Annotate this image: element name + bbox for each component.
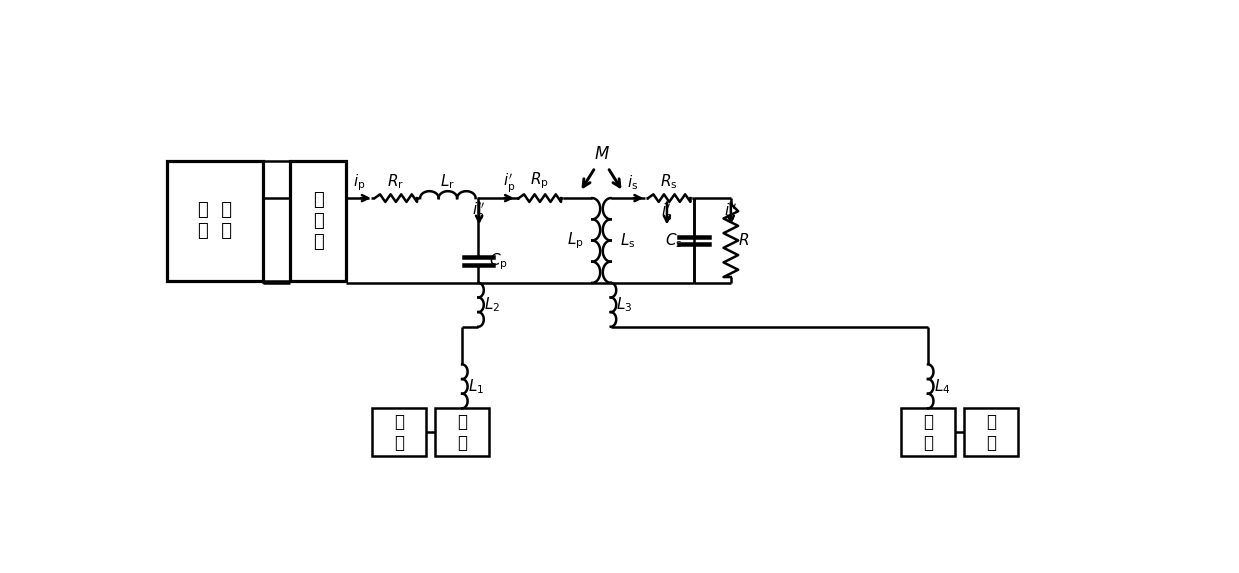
Bar (167, 161, 264, 281)
Text: $i_{\mathrm{s}}$: $i_{\mathrm{s}}$ (627, 174, 638, 192)
Text: $L_{4}$: $L_{4}$ (933, 377, 950, 396)
Text: $i_{\mathrm{s}}^{\prime}$: $i_{\mathrm{s}}^{\prime}$ (662, 202, 673, 222)
Text: $R_{\mathrm{r}}$: $R_{\mathrm{r}}$ (388, 172, 404, 191)
Text: $L_{3}$: $L_{3}$ (617, 295, 633, 314)
Text: $R$: $R$ (737, 233, 748, 249)
Text: 直  流
电  源: 直 流 电 源 (198, 202, 233, 240)
Bar (901, 409, 955, 456)
Text: $L_{1}$: $L_{1}$ (468, 377, 484, 396)
Text: 信
号: 信 号 (986, 413, 996, 452)
Text: $i_{\mathrm{p}}$: $i_{\mathrm{p}}$ (353, 172, 366, 193)
Text: $M$: $M$ (593, 145, 610, 163)
Text: $i_{\mathrm{p}}^{\prime\prime}$: $i_{\mathrm{p}}^{\prime\prime}$ (472, 201, 486, 223)
Text: 信
号: 信 号 (394, 413, 404, 452)
Text: $C_{\mathrm{p}}$: $C_{\mathrm{p}}$ (489, 251, 508, 272)
Bar (964, 409, 1018, 456)
Text: $i_{\mathrm{s}}^{\prime\prime}$: $i_{\mathrm{s}}^{\prime\prime}$ (725, 202, 737, 222)
Text: 调
制: 调 制 (457, 413, 467, 452)
Text: $R_{\mathrm{p}}$: $R_{\mathrm{p}}$ (530, 171, 549, 191)
Bar (290, 161, 346, 281)
Bar (435, 409, 489, 456)
Text: $L_{\mathrm{s}}$: $L_{\mathrm{s}}$ (620, 231, 636, 250)
Text: $L_{2}$: $L_{2}$ (484, 295, 501, 314)
Bar (372, 409, 426, 456)
Text: 逆
变
器: 逆 变 器 (312, 191, 323, 250)
Text: $L_{\mathrm{r}}$: $L_{\mathrm{r}}$ (440, 172, 456, 191)
Text: $C_{\mathrm{s}}$: $C_{\mathrm{s}}$ (665, 231, 683, 250)
Text: $i_{\mathrm{p}}^{\prime}$: $i_{\mathrm{p}}^{\prime}$ (503, 171, 515, 194)
Text: 解
调: 解 调 (923, 413, 933, 452)
Text: $L_{\mathrm{p}}$: $L_{\mathrm{p}}$ (567, 230, 584, 251)
Text: $R_{\mathrm{s}}$: $R_{\mathrm{s}}$ (660, 172, 678, 191)
